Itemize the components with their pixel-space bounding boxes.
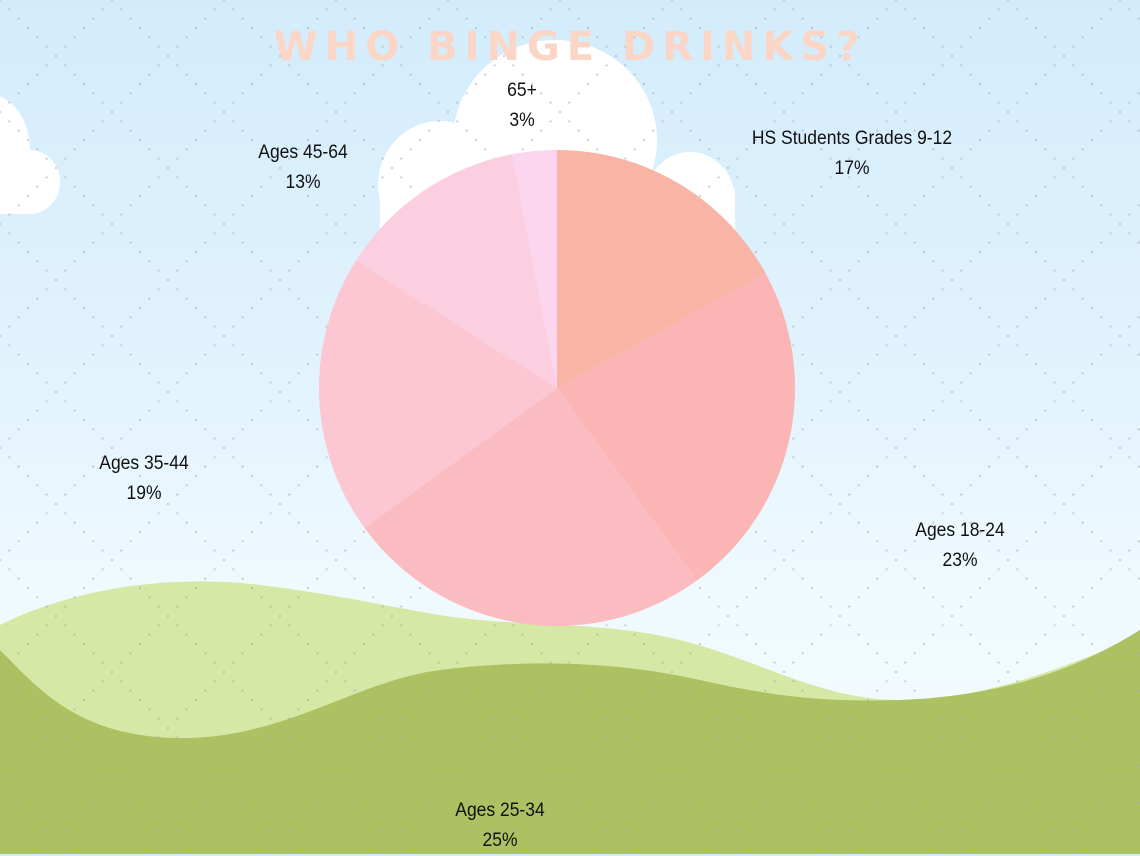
label-category: HS Students Grades 9-12	[751, 128, 953, 149]
label-category: Ages 18-24	[915, 520, 1005, 541]
label-category: Ages 45-64	[258, 142, 348, 163]
label-65-plus: 65+ 3%	[476, 76, 568, 136]
label-ages-45-64: Ages 45-64 13%	[234, 138, 372, 198]
pie-slice-hs-students-grades-9-12	[557, 150, 766, 388]
label-category: Ages 25-34	[455, 800, 545, 821]
pie-slice-65	[512, 150, 557, 388]
label-percent: 25%	[482, 830, 518, 851]
label-hs-students: HS Students Grades 9-12 17%	[732, 124, 971, 184]
pie-slice-ages-35-44	[319, 260, 557, 528]
pie-slice-ages-25-34	[364, 388, 697, 627]
label-percent: 23%	[942, 550, 978, 571]
pie-slice-ages-45-64	[356, 154, 557, 388]
label-category: 65+	[507, 80, 537, 101]
label-percent: 19%	[126, 483, 162, 504]
pie-slice-ages-18-24	[557, 273, 795, 581]
label-percent: 17%	[834, 158, 870, 179]
label-ages-18-24: Ages 18-24 23%	[891, 516, 1029, 576]
pie-slices	[319, 150, 795, 627]
label-percent: 3%	[509, 110, 535, 131]
label-ages-35-44: Ages 35-44 19%	[75, 449, 213, 509]
label-ages-25-34: Ages 25-34 25%	[431, 796, 569, 856]
chart-title: WHO BINGE DRINKS?	[273, 24, 867, 70]
label-category: Ages 35-44	[99, 453, 189, 474]
label-percent: 13%	[285, 172, 321, 193]
